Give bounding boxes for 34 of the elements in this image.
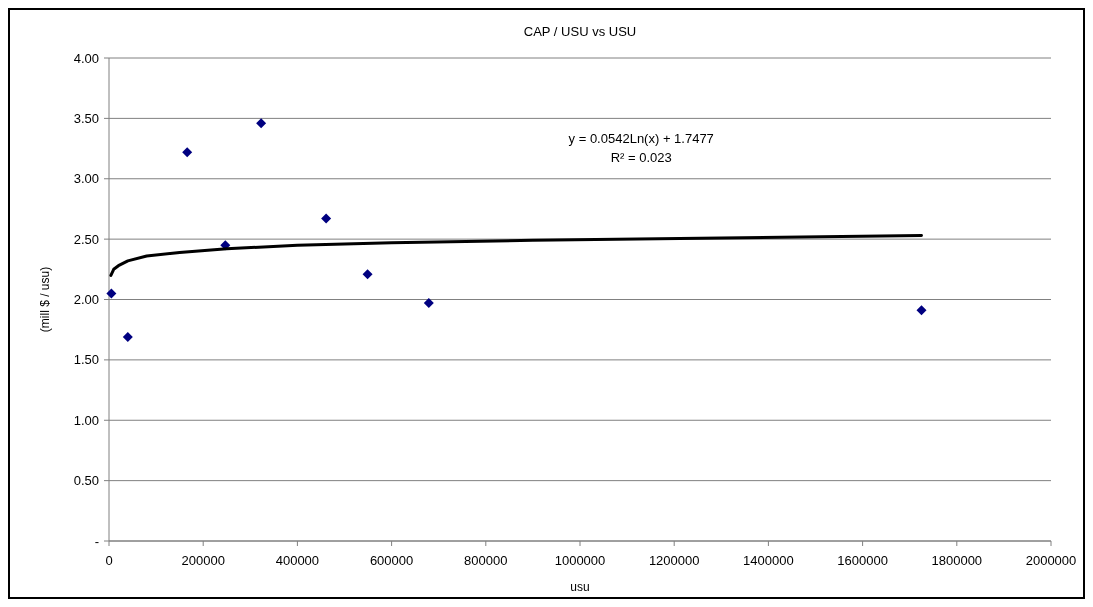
x-tick-label: 2000000 <box>1025 553 1077 568</box>
y-tick-label: 0.50 <box>73 473 99 489</box>
line-series <box>109 234 923 277</box>
y-tick-label: 1.50 <box>73 352 99 368</box>
x-tick-label: 800000 <box>464 553 508 568</box>
point <box>321 213 332 224</box>
y-tick-label: 4.00 <box>73 50 99 66</box>
annotation: R² = 0.023 <box>610 149 672 165</box>
y-tick-label: 2.50 <box>73 231 99 247</box>
x-tick-label: 1600000 <box>837 553 888 568</box>
y-axis-title: (mill $ / usu) <box>38 266 52 333</box>
x-tick-label: 0 <box>105 553 113 568</box>
x-axis-title: usu <box>570 580 590 594</box>
annotation: y = 0.0542Ln(x) + 1.7477 <box>568 130 714 146</box>
y-tick-label: 2.00 <box>73 292 99 308</box>
x-tick-label: 200000 <box>181 553 225 568</box>
x-tick-label: 1000000 <box>554 553 606 568</box>
chart-title: CAP / USU vs USU <box>523 24 637 39</box>
x-tick-label: 1400000 <box>743 553 794 568</box>
point <box>256 118 267 129</box>
point <box>362 269 373 280</box>
point <box>916 305 927 316</box>
x-tick-label: 400000 <box>275 553 320 568</box>
y-tick-label: 3.50 <box>73 110 99 126</box>
point <box>106 288 117 299</box>
y-tick-label: 3.00 <box>73 171 99 187</box>
point <box>122 331 133 342</box>
x-tick-label: 1200000 <box>648 553 700 568</box>
point <box>182 147 193 158</box>
x-tick-label: 1800000 <box>931 553 983 568</box>
x-tick-label: 600000 <box>369 553 414 568</box>
y-tick-label: 1.00 <box>73 412 99 428</box>
y-tick-label: - <box>94 533 99 549</box>
point <box>423 298 434 309</box>
